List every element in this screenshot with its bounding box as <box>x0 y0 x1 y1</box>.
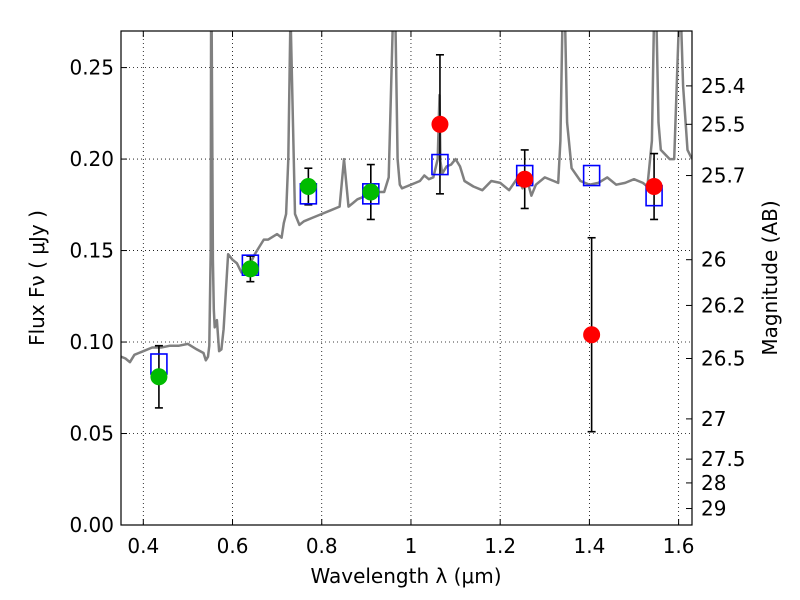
model-spectrum-line <box>121 31 692 364</box>
right-tick-label: 26.5 <box>701 347 746 371</box>
x-tick-label: 0.4 <box>127 534 159 558</box>
observed-optical-point <box>150 368 168 386</box>
y-tick-label: 0.20 <box>69 147 114 171</box>
right-tick-label: 26 <box>701 248 726 272</box>
x-axis-label: Wavelength λ (μm) <box>310 564 501 588</box>
right-tick-label: 25.5 <box>701 112 746 136</box>
plot-layer <box>121 31 692 364</box>
model-photometry-square <box>582 164 601 187</box>
right-tick-label: 26.2 <box>701 293 746 317</box>
x-tick-label: 1.4 <box>573 534 605 558</box>
right-tick-label: 25.7 <box>701 164 746 188</box>
x-tick-label: 1.6 <box>663 534 695 558</box>
y-axis-right-label: Magnitude (AB) <box>758 200 782 355</box>
observed-nir-point <box>516 170 534 188</box>
observed-nir-point <box>583 326 601 344</box>
observed-optical-point <box>362 183 380 201</box>
y-tick-label: 0.00 <box>69 513 114 537</box>
x-tick-label: 1.2 <box>484 534 516 558</box>
y-tick-label: 0.15 <box>69 239 114 263</box>
y-tick-label: 0.10 <box>69 330 114 354</box>
right-tick-label: 27 <box>701 407 726 431</box>
observed-nir-point <box>431 115 449 133</box>
right-tick-label: 29 <box>701 497 726 521</box>
observed-nir-point <box>645 178 663 196</box>
right-tick-label: 25.4 <box>701 74 746 98</box>
plot-frame <box>120 30 693 526</box>
ticks <box>121 31 692 526</box>
tick-labels: 0.4 0.6 0.8 1 1.2 1.4 1.6 0.00 0.05 0.10 0.15 0.20 0… <box>69 56 745 558</box>
right-tick-label: 27.5 <box>701 447 746 471</box>
y-axis-label: Flux Fν ( μJy ) <box>25 210 49 346</box>
x-tick-label: 0.6 <box>217 534 249 558</box>
observed-optical-point <box>299 178 317 196</box>
model-photometry-square <box>431 153 449 176</box>
x-tick-label: 0.8 <box>306 534 338 558</box>
right-tick-label: 28 <box>701 471 726 495</box>
y-tick-label: 0.25 <box>69 56 114 80</box>
x-tick-label: 1 <box>405 534 418 558</box>
plot-area <box>121 31 692 525</box>
y-tick-label: 0.05 <box>69 422 114 446</box>
observed-optical-point <box>241 260 259 278</box>
markers <box>150 115 663 386</box>
